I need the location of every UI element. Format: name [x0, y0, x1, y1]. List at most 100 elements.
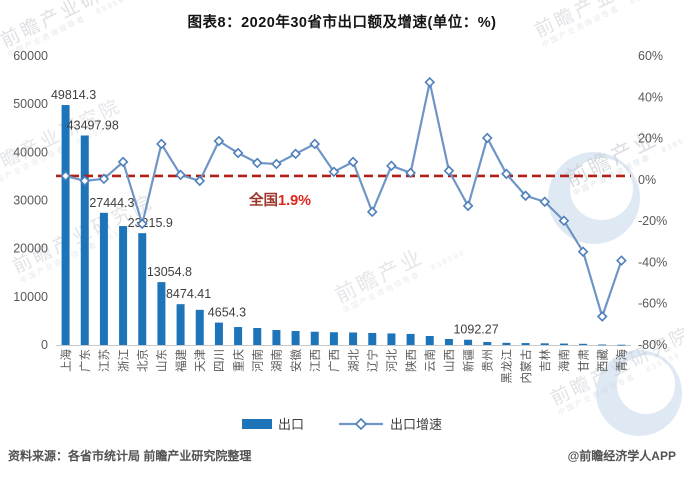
growth-marker-广西 [328, 166, 340, 178]
bar-label-江苏: 27444.3 [89, 196, 134, 210]
bar-海南 [559, 343, 568, 345]
growth-marker-天津 [194, 175, 206, 187]
bar-福建 [176, 304, 185, 345]
legend-item-growth: 出口增速 [338, 414, 442, 433]
bar-山西 [444, 338, 453, 345]
growth-marker-辽宁 [366, 206, 378, 218]
source-note: 资料来源：各省市统计局 前瞻产业研究院整理 [8, 449, 252, 463]
bar-黑龙江 [502, 342, 511, 345]
bar-河南 [253, 327, 262, 345]
bar-湖南 [272, 330, 281, 345]
left-tick-20000: 20000 [13, 242, 48, 256]
right-tick-60%: 60% [638, 49, 663, 63]
x-label-新疆: 新疆 [461, 349, 475, 372]
x-label-浙江: 浙江 [117, 349, 130, 372]
bar-甘肃 [579, 343, 588, 345]
growth-marker-山东 [156, 138, 167, 150]
left-tick-60000: 60000 [13, 49, 48, 63]
x-label-陕西: 陕西 [404, 349, 418, 372]
x-label-黑龙江: 黑龙江 [501, 349, 514, 384]
left-tick-10000: 10000 [13, 290, 48, 304]
bar-云南 [425, 335, 434, 345]
figure-footer: 资料来源：各省市统计局 前瞻产业研究院整理 @前瞻经济学人APP [0, 447, 684, 464]
bar-北京 [138, 233, 147, 345]
x-label-辽宁: 辽宁 [365, 349, 379, 372]
x-label-西藏: 西藏 [596, 349, 609, 372]
growth-marker-上海 [60, 170, 71, 182]
bar-江西 [310, 331, 319, 345]
bar-江苏 [99, 212, 108, 345]
bar-山东 [157, 282, 166, 345]
growth-marker-西藏 [596, 311, 608, 322]
growth-marker-江苏 [98, 173, 110, 185]
x-label-内蒙古: 内蒙古 [519, 349, 533, 384]
bar-label-新疆: 1092.27 [453, 323, 498, 337]
x-label-天津: 天津 [194, 349, 207, 372]
legend-growth-label: 出口增速 [390, 417, 443, 432]
bar-label-北京: 23215.9 [128, 216, 173, 230]
bar-上海 [61, 105, 70, 345]
bar-label-广东: 43497.98 [67, 118, 119, 132]
growth-marker-吉林 [539, 196, 551, 208]
bar-安徽 [291, 331, 300, 345]
bar-label-山东: 13054.8 [147, 265, 192, 279]
right-tick-40%: 40% [638, 90, 663, 104]
growth-marker-浙江 [117, 156, 129, 168]
right-tick--60%: -60% [638, 297, 667, 311]
bar-label-福建: 8474.41 [166, 287, 211, 301]
growth-marker-新疆 [462, 200, 474, 212]
growth-marker-重庆 [232, 147, 244, 159]
bar-label-四川: 4654.3 [208, 306, 246, 320]
growth-marker-甘肃 [577, 246, 589, 258]
bar-四川 [214, 322, 223, 345]
growth-marker-江西 [309, 138, 321, 150]
right-tick--80%: -80% [638, 338, 667, 352]
growth-marker-四川 [213, 135, 225, 147]
bar-湖北 [349, 332, 358, 345]
bar-吉林 [540, 343, 549, 345]
bar-label-上海: 49814.3 [51, 88, 96, 102]
growth-marker-青海 [616, 255, 627, 266]
growth-marker-黑龙江 [501, 168, 512, 180]
right-tick--40%: -40% [638, 255, 667, 269]
x-label-北京: 北京 [135, 349, 149, 372]
x-label-福建: 福建 [174, 349, 188, 372]
bar-西藏 [598, 344, 607, 346]
x-label-江西: 江西 [309, 349, 322, 372]
x-label-河北: 河北 [386, 349, 399, 372]
left-tick-40000: 40000 [13, 145, 48, 159]
x-label-湖南: 湖南 [270, 349, 284, 372]
x-label-江苏: 江苏 [98, 349, 111, 372]
bar-内蒙古 [521, 343, 530, 345]
x-label-云南: 云南 [423, 349, 437, 372]
line-swatch-icon [339, 417, 383, 430]
bar-河北 [387, 333, 396, 345]
growth-marker-陕西 [405, 167, 416, 179]
x-label-广西: 广西 [328, 349, 341, 372]
x-label-安徽: 安徽 [289, 349, 303, 372]
growth-marker-内蒙古 [520, 190, 531, 202]
growth-marker-广东 [79, 175, 91, 187]
growth-marker-河北 [386, 160, 397, 172]
x-label-海南: 海南 [557, 349, 571, 372]
national-growth-label: 全国1.9% [248, 191, 311, 209]
growth-marker-湖北 [347, 156, 359, 168]
growth-marker-福建 [175, 169, 186, 181]
right-tick--20%: -20% [638, 214, 667, 228]
x-label-山东: 山东 [156, 349, 169, 372]
left-tick-50000: 50000 [13, 97, 48, 111]
growth-marker-安徽 [290, 148, 301, 160]
chart-legend: 出口 出口增速 [0, 414, 684, 433]
bar-重庆 [234, 327, 243, 345]
bar-青海 [617, 344, 626, 346]
bar-广西 [329, 332, 338, 345]
bar-贵州 [483, 342, 492, 345]
x-label-广东: 广东 [79, 349, 92, 372]
right-tick-20%: 20% [638, 132, 663, 146]
left-tick-30000: 30000 [13, 194, 48, 208]
bar-新疆 [464, 339, 473, 345]
x-label-河南: 河南 [250, 349, 264, 372]
chart-title: 图表8：2020年30省市出口额及增速(单位：%) [187, 15, 497, 31]
growth-line [65, 81, 623, 318]
